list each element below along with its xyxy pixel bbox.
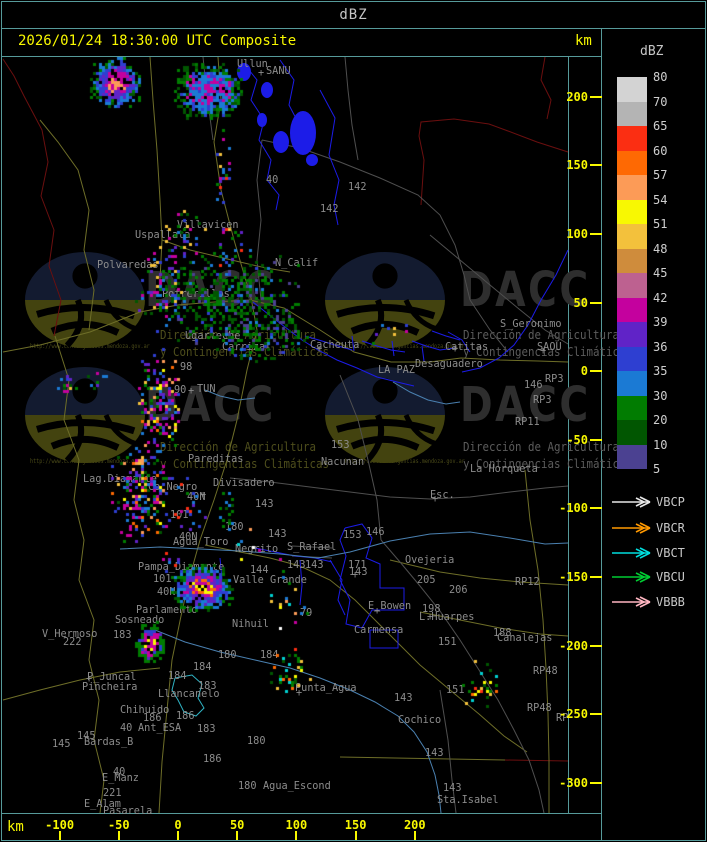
bottom-tick-label: 200 bbox=[403, 818, 426, 832]
color-swatch bbox=[617, 297, 647, 322]
right-tick-label: -50 bbox=[566, 432, 588, 447]
right-tick-label: -200 bbox=[559, 638, 588, 653]
right-tick-label: -250 bbox=[559, 707, 588, 722]
map-bottom-border bbox=[2, 813, 601, 814]
right-tick-label: -300 bbox=[559, 775, 588, 790]
scale-value: 48 bbox=[653, 241, 668, 256]
color-swatch bbox=[617, 175, 647, 200]
right-tick-label: 200 bbox=[566, 89, 588, 104]
bottom-axis-unit: km bbox=[7, 819, 24, 835]
scale-value: 65 bbox=[653, 119, 668, 133]
color-swatch bbox=[617, 150, 647, 175]
timestamp-label: 2026/01/24 18:30:00 UTC Composite bbox=[18, 33, 297, 49]
legend-arrow-vbcr bbox=[612, 522, 651, 534]
color-swatch bbox=[617, 420, 647, 445]
right-tick-label: 0 bbox=[580, 364, 588, 379]
scale-value: 20 bbox=[653, 413, 668, 427]
legend-arrow-vbcp bbox=[612, 496, 651, 508]
legend-title: dBZ bbox=[640, 44, 664, 59]
right-tick-label: 100 bbox=[566, 227, 588, 241]
legend-arrow-label: VBCT bbox=[656, 546, 685, 560]
color-swatch bbox=[617, 371, 647, 396]
scale-value: 80 bbox=[653, 70, 668, 84]
legend-arrow-label: VBCP bbox=[656, 495, 685, 509]
window-title-text: dBZ bbox=[339, 7, 368, 23]
scale-value: 10 bbox=[653, 437, 668, 452]
bottom-tick bbox=[413, 831, 416, 840]
color-swatch bbox=[617, 322, 647, 347]
bottom-tick-label: 100 bbox=[285, 818, 308, 832]
right-tick-label: -100 bbox=[559, 501, 588, 516]
right-tick bbox=[590, 164, 602, 167]
scale-value: 42 bbox=[653, 290, 668, 305]
right-tick bbox=[590, 781, 602, 784]
scale-value: 57 bbox=[653, 168, 668, 182]
legend-panel-border bbox=[601, 28, 602, 840]
divider bbox=[2, 56, 601, 57]
scale-value: 54 bbox=[653, 192, 668, 207]
right-tick bbox=[590, 301, 602, 304]
bottom-tick bbox=[58, 831, 61, 840]
color-swatch bbox=[617, 444, 647, 469]
legend-arrow-label: VBCR bbox=[656, 521, 685, 535]
legend-arrow-vbct bbox=[612, 547, 651, 559]
bottom-tick bbox=[117, 831, 120, 840]
scale-value: 36 bbox=[653, 339, 668, 354]
right-tick bbox=[590, 233, 602, 235]
bottom-tick bbox=[295, 831, 298, 840]
divider bbox=[2, 28, 705, 29]
legend-arrow-label: VBBB bbox=[656, 595, 685, 609]
scale-value: 70 bbox=[653, 94, 668, 109]
right-tick bbox=[590, 713, 602, 716]
right-tick-label: 150 bbox=[566, 158, 588, 173]
scale-value: 5 bbox=[653, 462, 661, 476]
color-swatch bbox=[617, 77, 647, 102]
scale-value: 45 bbox=[653, 266, 668, 280]
right-tick-label: 50 bbox=[573, 295, 588, 310]
color-swatch bbox=[617, 126, 647, 151]
scale-value: 35 bbox=[653, 364, 668, 378]
bottom-tick-label: 50 bbox=[229, 818, 245, 832]
right-tick bbox=[590, 576, 602, 578]
color-swatch bbox=[617, 346, 647, 371]
scale-value: 51 bbox=[653, 217, 668, 231]
color-swatch bbox=[617, 248, 647, 273]
bottom-tick-label: -50 bbox=[107, 818, 130, 832]
right-tick bbox=[590, 438, 602, 441]
color-swatch bbox=[617, 224, 647, 249]
bottom-tick bbox=[236, 831, 239, 840]
scale-value: 30 bbox=[653, 388, 668, 403]
right-tick bbox=[590, 644, 602, 647]
right-tick-label: -150 bbox=[559, 570, 588, 584]
bottom-tick-label: -100 bbox=[45, 818, 75, 832]
bottom-tick-label: 150 bbox=[344, 818, 367, 832]
right-tick bbox=[590, 370, 602, 373]
bottom-tick bbox=[354, 831, 357, 840]
scale-value: 60 bbox=[653, 143, 668, 158]
radar-echo-canvas bbox=[3, 57, 568, 813]
legend-arrow-vbbb bbox=[612, 596, 651, 608]
scale-value: 39 bbox=[653, 315, 668, 329]
legend-arrow-vbcu bbox=[612, 571, 651, 583]
map-right-border bbox=[568, 57, 569, 813]
bottom-tick-label: 0 bbox=[174, 818, 182, 832]
color-swatch bbox=[617, 101, 647, 126]
color-swatch bbox=[617, 199, 647, 224]
color-swatch bbox=[617, 273, 647, 298]
right-axis-unit: km bbox=[575, 33, 592, 49]
right-tick bbox=[590, 507, 602, 510]
window-title: dBZ bbox=[2, 2, 705, 28]
legend-arrow-label: VBCU bbox=[656, 570, 685, 584]
bottom-tick bbox=[177, 831, 179, 840]
right-tick bbox=[590, 95, 602, 98]
color-swatch bbox=[617, 395, 647, 420]
